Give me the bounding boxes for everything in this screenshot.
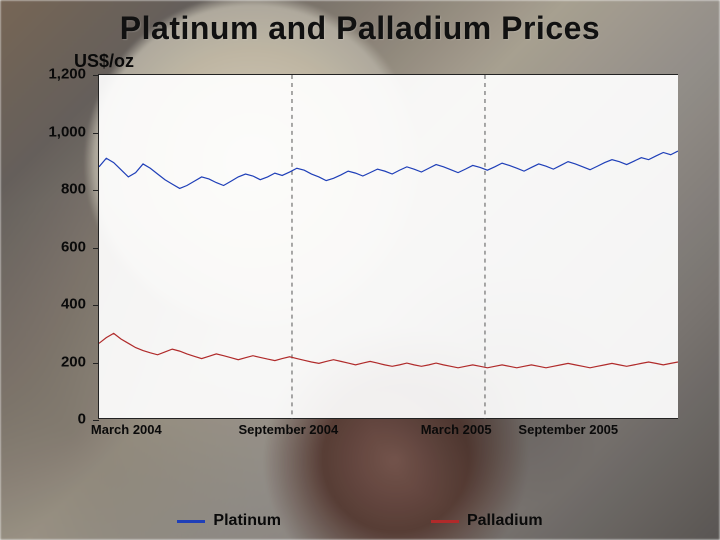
y-tick: 200 <box>36 353 86 370</box>
legend-label-palladium: Palladium <box>467 512 543 530</box>
legend-swatch-palladium <box>431 520 459 523</box>
legend-swatch-platinum <box>177 520 205 523</box>
series-line-palladium <box>99 333 678 367</box>
y-tick-mark <box>93 133 99 134</box>
x-tick: September 2005 <box>518 422 618 437</box>
y-tick-mark <box>93 75 99 76</box>
slide: Platinum and Palladium Prices US$/oz 0 20… <box>0 0 720 540</box>
y-tick: 400 <box>36 296 86 313</box>
y-tick-mark <box>93 420 99 421</box>
legend-item-platinum: Platinum <box>177 512 281 530</box>
y-tick-mark <box>93 190 99 191</box>
x-tick: March 2004 <box>91 422 162 437</box>
plot-region <box>98 74 678 419</box>
y-axis-label: US$/oz <box>74 51 694 72</box>
line-chart-svg <box>99 75 678 419</box>
y-tick: 800 <box>36 181 86 198</box>
legend: Platinum Palladium <box>0 512 720 530</box>
series-line-platinum <box>99 151 678 188</box>
y-tick: 0 <box>36 411 86 428</box>
y-tick: 1,000 <box>36 123 86 140</box>
x-tick: September 2004 <box>238 422 338 437</box>
chart-area: 02004006008001,0001,200 March 2004Septem… <box>36 74 686 434</box>
y-tick-mark <box>93 248 99 249</box>
legend-label-platinum: Platinum <box>213 512 281 530</box>
y-tick-mark <box>93 363 99 364</box>
x-tick-labels: March 2004September 2004March 2005Septem… <box>98 422 678 437</box>
y-tick-mark <box>93 305 99 306</box>
y-tick: 1,200 <box>36 66 86 83</box>
chart-title: Platinum and Palladium Prices <box>26 10 694 47</box>
y-tick: 600 <box>36 238 86 255</box>
x-tick: March 2005 <box>421 422 492 437</box>
legend-item-palladium: Palladium <box>431 512 543 530</box>
